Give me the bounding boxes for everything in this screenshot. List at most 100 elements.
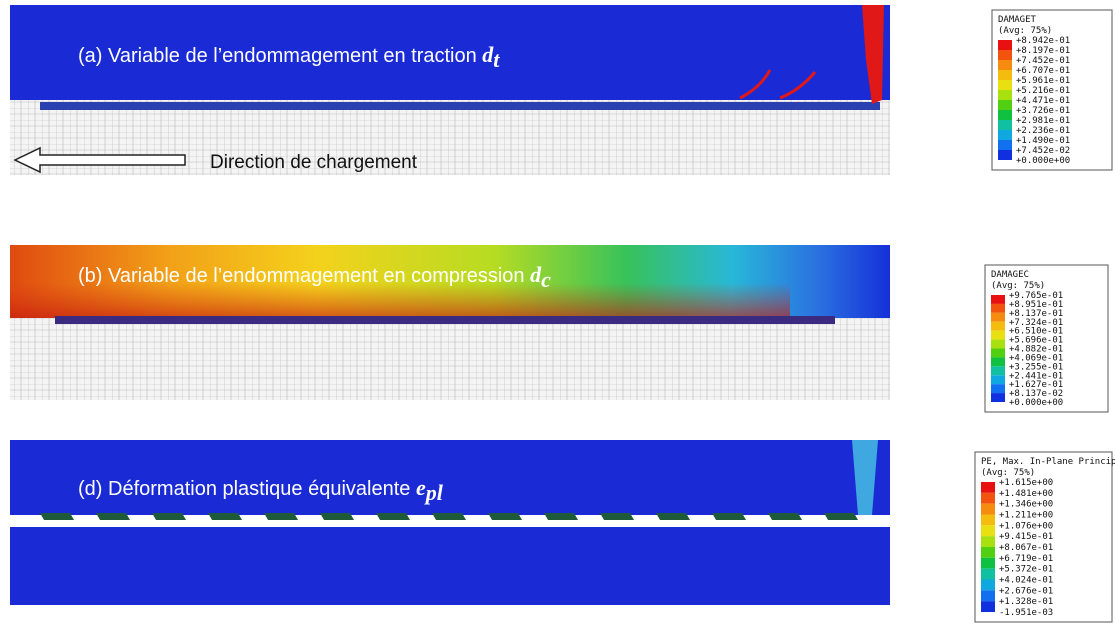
- legend-swatch: [981, 525, 995, 537]
- legend-swatch: [998, 60, 1012, 70]
- legend-swatch: [991, 330, 1005, 340]
- legend-swatch: [991, 357, 1005, 367]
- tooth: [376, 513, 410, 520]
- panel-label: (b) Variable de l’endommagement en compr…: [78, 262, 551, 292]
- subscript: c: [541, 267, 551, 292]
- label: (a) Variable de l’endommagement en tract…: [78, 45, 477, 67]
- legend-swatch: [981, 492, 995, 504]
- legend-value: +7.452e-01: [1016, 56, 1070, 66]
- panel-label: (a) Variable de l’endommagement en tract…: [78, 42, 500, 72]
- legend-value: +8.197e-01: [1016, 46, 1070, 56]
- legend-value: +1.481e+00: [999, 489, 1053, 499]
- legend-value: +4.024e-01: [999, 576, 1053, 586]
- tooth: [712, 513, 746, 520]
- legend-title: DAMAGET: [998, 15, 1037, 25]
- legend-value: +1.490e-01: [1016, 136, 1070, 146]
- tooth: [488, 513, 522, 520]
- legend-value: +0.000e+00: [1009, 398, 1063, 408]
- tooth: [40, 513, 74, 520]
- tooth: [656, 513, 690, 520]
- panel-label: (d) Déformation plastique équivalente ep…: [78, 475, 444, 505]
- legend-value: +5.961e-01: [1016, 76, 1070, 86]
- legend-avg: (Avg: 75%): [991, 281, 1045, 291]
- legend-value: +0.000e+00: [1016, 156, 1070, 166]
- legend-swatch: [998, 150, 1012, 160]
- legend-swatch: [981, 568, 995, 580]
- symbol: d: [530, 262, 542, 287]
- field: [10, 440, 890, 515]
- legend-value: +2.441e-01: [1009, 371, 1063, 381]
- legend-swatch: [981, 482, 995, 493]
- legend-swatch: [998, 100, 1012, 110]
- legend-swatch: [981, 579, 995, 591]
- field: [10, 245, 790, 320]
- symbol: e: [416, 475, 426, 500]
- legend-value: +4.882e-01: [1009, 345, 1063, 355]
- interface: [40, 102, 880, 110]
- annotation: Direction de chargement: [210, 152, 418, 173]
- tooth: [152, 513, 186, 520]
- legend-value: +2.676e-01: [999, 586, 1053, 596]
- tooth: [96, 513, 130, 520]
- legend-avg: (Avg: 75%): [998, 26, 1052, 36]
- tooth: [208, 513, 242, 520]
- arrow: [13, 146, 186, 174]
- legend-value: +5.372e-01: [999, 565, 1053, 575]
- legend-swatch: [991, 375, 1005, 385]
- legend-swatch: [981, 557, 995, 569]
- tooth: [600, 513, 634, 520]
- legend-value: +6.719e-01: [999, 554, 1053, 564]
- legend-value: +1.346e+00: [999, 500, 1053, 510]
- legend-value: -1.951e-03: [999, 608, 1053, 618]
- legends: DAMAGET(Avg: 75%)+8.942e-01+8.197e-01+7.…: [974, 9, 1115, 623]
- legend-swatch: [998, 90, 1012, 100]
- field: [10, 5, 890, 103]
- legend-value: +8.951e-01: [1009, 300, 1063, 310]
- tooth: [264, 513, 298, 520]
- legend-value: +1.328e-01: [999, 597, 1053, 607]
- crack: [739, 69, 817, 100]
- legend-swatch: [981, 536, 995, 547]
- legend-swatch: [991, 393, 1005, 402]
- legend-swatch: [981, 601, 995, 612]
- legend-value: +7.324e-01: [1009, 318, 1063, 328]
- legend-value: +7.452e-02: [1016, 146, 1070, 156]
- legend-title: PE, Max. In-Plane Principal: [981, 457, 1115, 467]
- legend-title: DAMAGEC: [991, 270, 1029, 280]
- legend-box: [984, 264, 1109, 413]
- tooth: [320, 513, 354, 520]
- legend-swatch: [981, 503, 995, 515]
- legend-value: +1.076e+00: [999, 521, 1053, 531]
- subscript: t: [493, 47, 500, 72]
- symbol: d: [482, 42, 494, 67]
- legend-swatch: [991, 303, 1005, 313]
- interface: [55, 316, 835, 324]
- legend-swatch: [991, 366, 1005, 376]
- legend-value: +2.236e-01: [1016, 126, 1070, 136]
- legend-swatch: [991, 321, 1005, 331]
- legend-value: +8.137e-01: [1009, 309, 1063, 319]
- legend-swatch: [998, 130, 1012, 140]
- legend-swatch: [998, 70, 1012, 80]
- legend-swatch: [991, 295, 1005, 304]
- tooth: [824, 513, 858, 520]
- crack: [862, 5, 884, 104]
- label: (d) Déformation plastique équivalente: [78, 478, 410, 500]
- teeth: [40, 513, 858, 520]
- legend-value: +8.067e-01: [999, 543, 1053, 553]
- legend-value: +5.216e-01: [1016, 86, 1070, 96]
- legend-swatch: [991, 348, 1005, 358]
- legend-swatch: [998, 110, 1012, 120]
- mesh: [10, 318, 890, 400]
- legend-value: +2.981e-01: [1016, 116, 1070, 126]
- legend-value: +1.627e-01: [1009, 380, 1063, 390]
- tooth: [432, 513, 466, 520]
- legend-value: +3.726e-01: [1016, 106, 1070, 116]
- legend-swatch: [998, 120, 1012, 130]
- legend-value: +1.615e+00: [999, 478, 1053, 488]
- legend-avg: (Avg: 75%): [981, 468, 1035, 478]
- tooth: [544, 513, 578, 520]
- legend-swatch: [998, 80, 1012, 90]
- label: (b) Variable de l’endommagement en compr…: [78, 265, 525, 287]
